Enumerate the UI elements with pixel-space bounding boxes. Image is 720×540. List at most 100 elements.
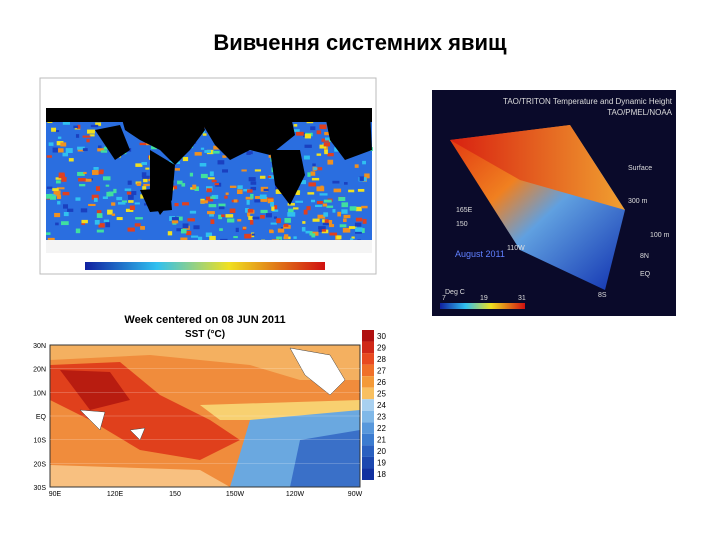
tao-label: EQ (640, 271, 651, 278)
ocean-cell (324, 219, 329, 223)
ocean-cell (57, 201, 61, 205)
ocean-cell (311, 233, 316, 238)
colorbar-cell (362, 353, 374, 365)
ocean-cell (176, 228, 183, 232)
ocean-cell (229, 185, 237, 188)
ocean-cell (246, 152, 251, 155)
ocean-cell (326, 205, 334, 208)
ocean-cell (214, 183, 219, 186)
tao-label: August 2011 (455, 249, 505, 259)
tao-label: 31 (518, 295, 526, 302)
ocean-cell (310, 171, 316, 176)
ocean-cell (304, 144, 312, 148)
sst-colorbar: 30 29 28 27 26 25 24 23 22 21 20 19 18 (362, 330, 386, 480)
ocean-cell (308, 182, 316, 187)
colorbar-cell (362, 468, 374, 480)
ocean-cell (277, 228, 285, 233)
ocean-cell (193, 225, 200, 230)
ocean-cell (263, 188, 269, 192)
ocean-cell (47, 237, 55, 242)
ocean-cell (124, 188, 132, 191)
colorbar-label: 21 (377, 436, 386, 445)
ocean-cell (241, 169, 247, 172)
colorbar-label: 20 (377, 447, 386, 456)
ocean-cell (108, 191, 114, 197)
ocean-cell (86, 138, 90, 143)
ocean-cell (337, 211, 342, 217)
ocean-cell (318, 226, 326, 230)
ocean-cell (46, 193, 53, 199)
ocean-cell (131, 191, 137, 196)
ocean-cell (359, 176, 364, 181)
ocean-cell (288, 208, 294, 213)
ocean-cell (206, 188, 212, 193)
ocean-cell (97, 148, 105, 152)
ocean-cell (205, 232, 212, 238)
ocean-cell (275, 189, 282, 194)
ocean-cell (322, 203, 328, 207)
ocean-cell (105, 222, 111, 228)
ocean-cell (218, 214, 223, 220)
ocean-cell (349, 206, 357, 211)
ocean-cell (90, 124, 99, 128)
colorbar-cell (362, 399, 374, 411)
ocean-cell (270, 201, 275, 207)
ocean-cell (55, 177, 62, 180)
ocean-cell (237, 185, 243, 190)
ocean-cell (322, 219, 327, 223)
ocean-cell (77, 171, 85, 176)
ocean-cell (267, 198, 274, 204)
ocean-cell (62, 120, 70, 125)
ocean-cell (287, 203, 295, 206)
colorbar-cell (362, 422, 374, 434)
ocean-cell (250, 186, 257, 191)
ocean-cell (276, 236, 282, 241)
colorbar-label: 24 (377, 401, 386, 410)
ocean-cell (87, 129, 95, 134)
ocean-cell (283, 223, 289, 227)
ocean-cell (225, 214, 234, 218)
ocean-cell (237, 189, 243, 195)
ocean-cell (303, 155, 310, 160)
ocean-cell (247, 212, 251, 217)
ocean-cell (62, 152, 69, 157)
ocean-cell (73, 125, 79, 129)
ocean-cell (93, 197, 98, 202)
ocean-cell (82, 135, 91, 138)
ocean-cell (68, 158, 74, 162)
ocean-cell (339, 224, 347, 228)
ocean-cell (276, 218, 281, 224)
colorbar-cell (362, 387, 374, 400)
ocean-cell (270, 222, 277, 225)
ocean-cell (233, 199, 238, 203)
ocean-cell (269, 230, 274, 234)
slide-title: Вивчення системних явищ (213, 30, 507, 55)
ocean-cell (79, 183, 86, 187)
lat-label: 30N (33, 343, 46, 350)
ocean-cell (207, 177, 215, 180)
ocean-cell (317, 214, 326, 219)
ocean-cell (103, 146, 108, 150)
ocean-cell (177, 180, 183, 185)
ocean-cell (128, 200, 134, 203)
ocean-cell (129, 205, 135, 211)
ocean-cell (194, 152, 202, 156)
colorbar-label: 29 (377, 343, 386, 352)
ocean-cell (287, 212, 296, 217)
ocean-cell (229, 208, 236, 213)
colorbar-label: 18 (377, 470, 386, 479)
ocean-cell (80, 208, 88, 213)
ocean-cell (62, 204, 69, 209)
lat-label: 30S (34, 485, 47, 492)
ocean-cell (273, 205, 278, 210)
ocean-cell (83, 171, 87, 174)
ocean-cell (316, 130, 322, 135)
sst-land (79, 347, 346, 441)
ocean-cell (51, 127, 57, 132)
ocean-cell (361, 205, 368, 209)
ocean-cell (187, 218, 195, 222)
ocean-cell (84, 178, 92, 182)
tao-label: 100 m (650, 232, 670, 239)
ocean-cell (141, 172, 147, 178)
colorbar-cell (362, 341, 374, 354)
